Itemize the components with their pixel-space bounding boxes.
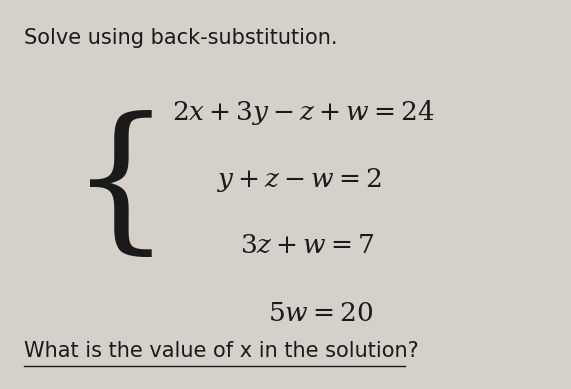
Text: Solve using back-substitution.: Solve using back-substitution. xyxy=(24,28,337,48)
Text: $y + z - w = 2$: $y + z - w = 2$ xyxy=(218,166,382,194)
Text: {: { xyxy=(70,110,171,264)
Text: $5w = 20$: $5w = 20$ xyxy=(268,301,373,326)
Text: $3z + w = 7$: $3z + w = 7$ xyxy=(240,233,375,258)
Text: What is the value of x in the solution?: What is the value of x in the solution? xyxy=(24,341,419,361)
Text: $2x + 3y - z + w = 24$: $2x + 3y - z + w = 24$ xyxy=(172,98,434,127)
